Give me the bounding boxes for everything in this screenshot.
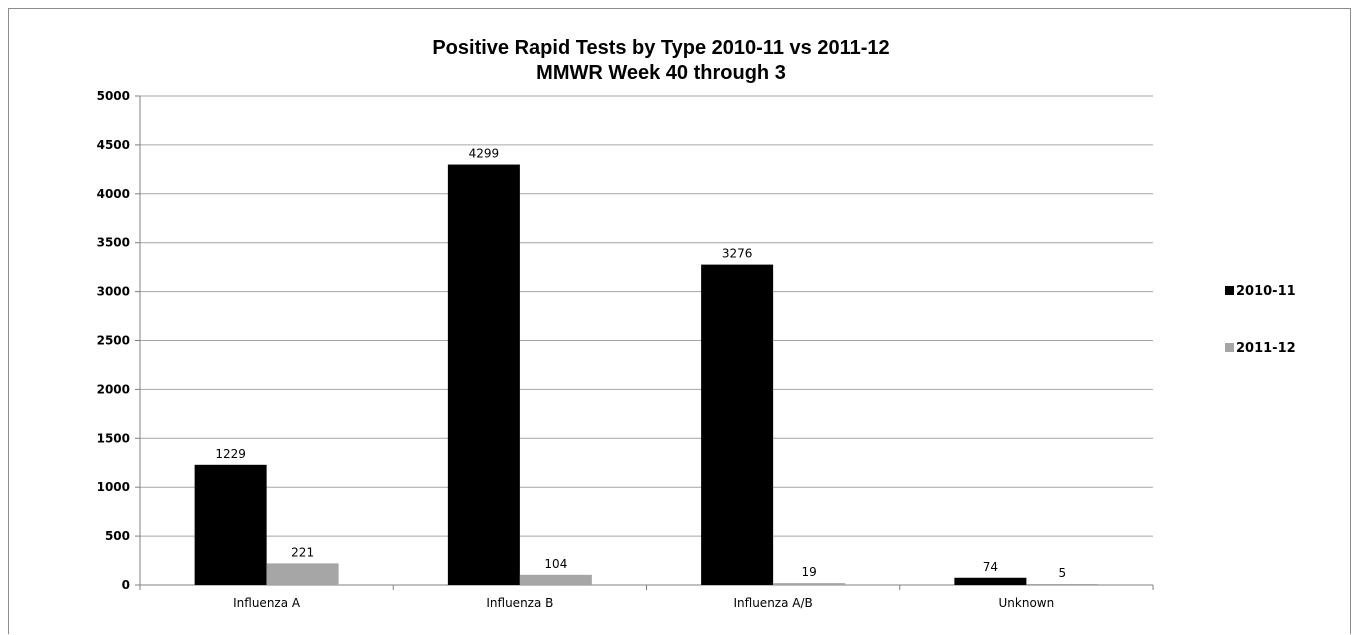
x-tick-label: Influenza A/B <box>734 596 813 610</box>
y-tick-label: 4500 <box>97 138 130 152</box>
chart-subtitle: MMWR Week 40 through 3 <box>536 62 786 84</box>
y-tick-label: 4000 <box>97 187 130 201</box>
legend: 2010-11 2011-12 <box>1225 284 1296 356</box>
y-tick-label: 2500 <box>97 334 130 348</box>
y-tick-label: 500 <box>105 529 130 543</box>
legend-swatch <box>1225 286 1234 295</box>
legend-swatch <box>1225 343 1234 352</box>
data-label: 3276 <box>722 247 753 261</box>
data-label: 221 <box>291 545 314 559</box>
y-tick-label: 2000 <box>97 382 130 396</box>
bar <box>954 577 1027 585</box>
bar <box>773 583 846 585</box>
bar <box>1026 584 1099 585</box>
chart-frame: Positive Rapid Tests by Type 2010-11 vs … <box>8 8 1351 634</box>
x-tick-label: Unknown <box>999 596 1055 610</box>
data-label: 5 <box>1059 566 1067 580</box>
y-tick-label: 3500 <box>97 236 130 250</box>
y-tick-label: 1000 <box>97 480 130 494</box>
y-tick-label: 0 <box>122 578 130 592</box>
data-labels: 1229 221 4299 104 3276 19 74 5 <box>215 147 1066 580</box>
chart: Positive Rapid Tests by Type 2010-11 vs … <box>97 37 1296 610</box>
legend-label: 2011-12 <box>1236 341 1296 356</box>
axes: 0 500 1000 1500 2000 2500 3000 3500 4000 4500 5000… <box>97 89 1154 610</box>
data-label: 104 <box>544 557 567 571</box>
x-tick-label: Influenza A <box>233 596 301 610</box>
bar <box>266 563 339 585</box>
data-label: 74 <box>983 560 998 574</box>
gridlines <box>135 95 1153 586</box>
bar <box>701 264 774 585</box>
data-label: 1229 <box>215 447 246 461</box>
bars <box>194 164 1099 585</box>
bar <box>194 464 267 585</box>
x-tick-label: Influenza B <box>486 596 553 610</box>
legend-label: 2010-11 <box>1236 284 1296 299</box>
bar <box>447 164 520 585</box>
chart-title: Positive Rapid Tests by Type 2010-11 vs … <box>432 37 889 59</box>
y-tick-label: 1500 <box>97 431 130 445</box>
y-tick-label: 5000 <box>97 89 130 103</box>
data-label: 19 <box>801 565 816 579</box>
data-label: 4299 <box>469 147 500 161</box>
y-tick-label: 3000 <box>97 285 130 299</box>
bar <box>519 574 592 585</box>
